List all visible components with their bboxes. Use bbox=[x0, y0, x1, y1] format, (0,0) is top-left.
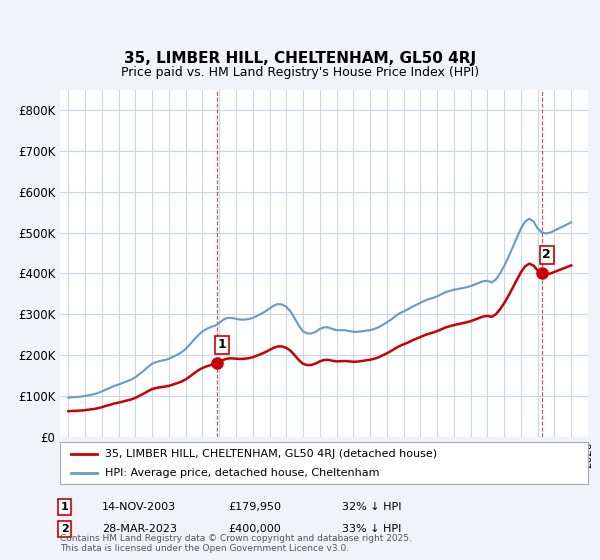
Text: 1: 1 bbox=[61, 502, 68, 512]
Text: 14-NOV-2003: 14-NOV-2003 bbox=[102, 502, 176, 512]
Text: £400,000: £400,000 bbox=[228, 524, 281, 534]
Text: 35, LIMBER HILL, CHELTENHAM, GL50 4RJ: 35, LIMBER HILL, CHELTENHAM, GL50 4RJ bbox=[124, 52, 476, 66]
Text: Contains HM Land Registry data © Crown copyright and database right 2025.
This d: Contains HM Land Registry data © Crown c… bbox=[60, 534, 412, 553]
Text: Price paid vs. HM Land Registry's House Price Index (HPI): Price paid vs. HM Land Registry's House … bbox=[121, 66, 479, 80]
Text: 35, LIMBER HILL, CHELTENHAM, GL50 4RJ (detached house): 35, LIMBER HILL, CHELTENHAM, GL50 4RJ (d… bbox=[105, 449, 437, 459]
Text: 1: 1 bbox=[218, 338, 226, 351]
Text: 28-MAR-2023: 28-MAR-2023 bbox=[102, 524, 177, 534]
Text: 33% ↓ HPI: 33% ↓ HPI bbox=[342, 524, 401, 534]
Text: 2: 2 bbox=[61, 524, 68, 534]
Text: 2: 2 bbox=[542, 248, 551, 261]
Text: HPI: Average price, detached house, Cheltenham: HPI: Average price, detached house, Chel… bbox=[105, 468, 379, 478]
Text: £179,950: £179,950 bbox=[228, 502, 281, 512]
Text: 32% ↓ HPI: 32% ↓ HPI bbox=[342, 502, 401, 512]
